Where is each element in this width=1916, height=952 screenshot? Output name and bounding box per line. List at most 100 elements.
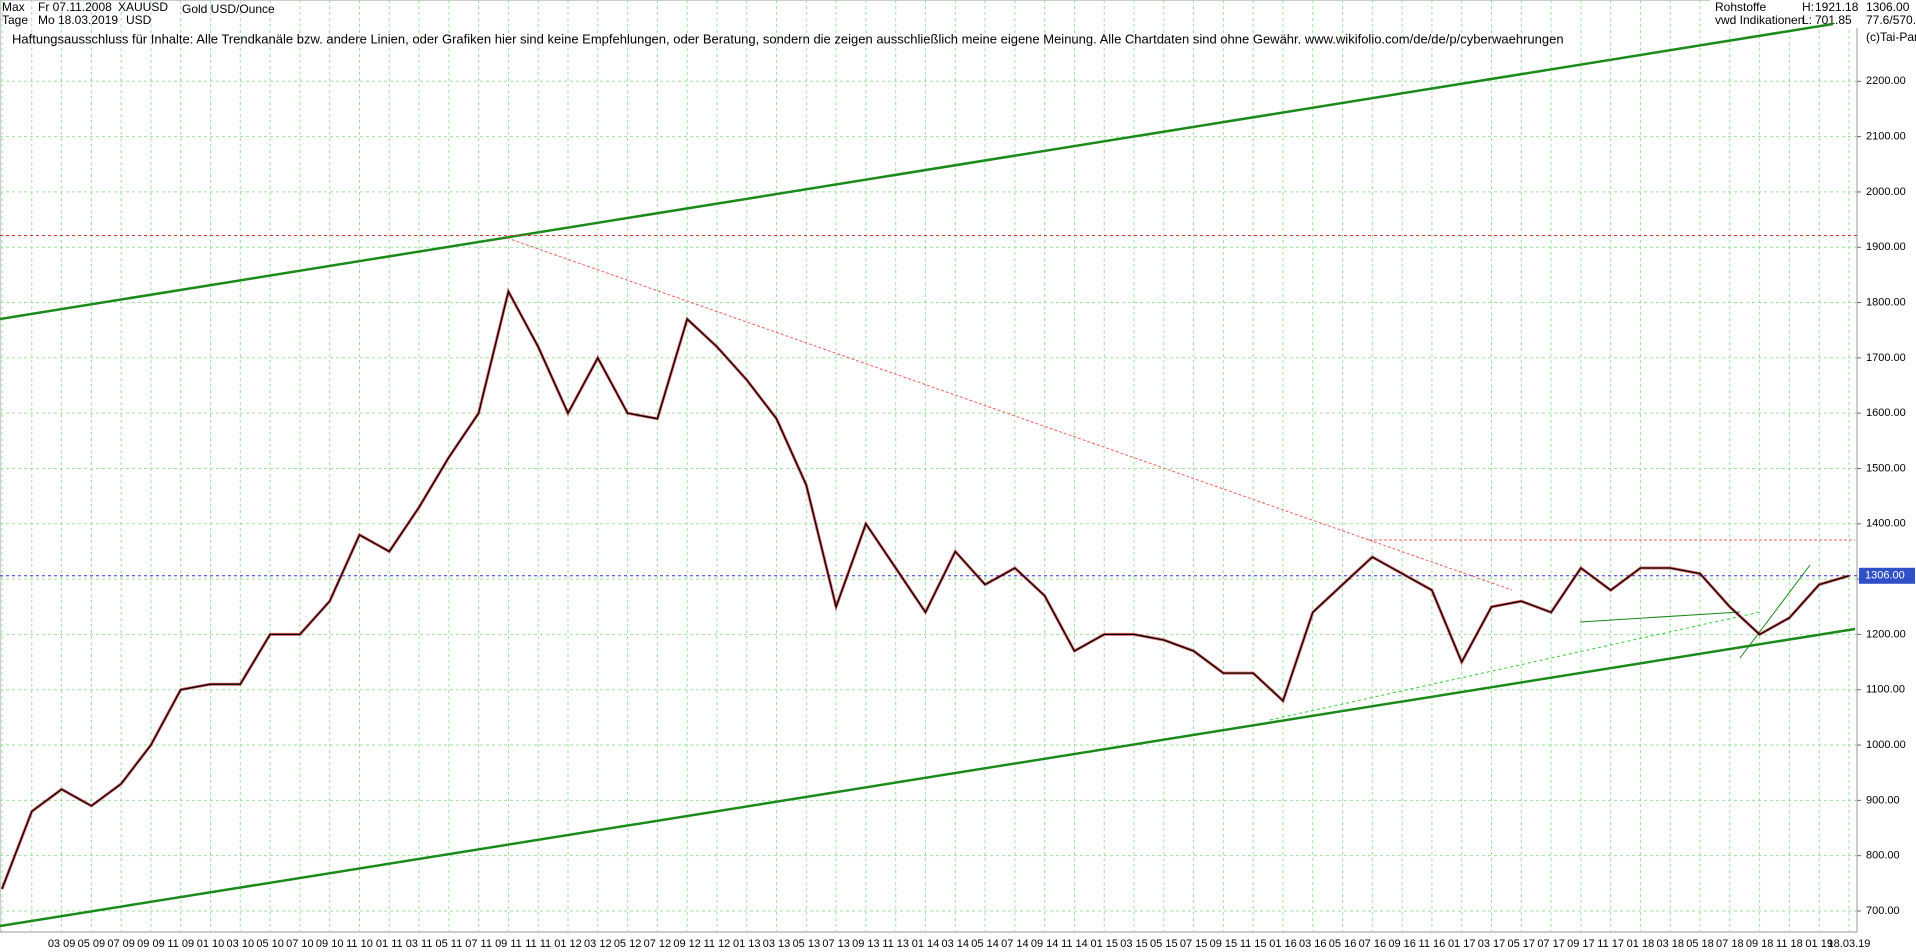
x-tick-label: 07 15 xyxy=(1180,938,1208,950)
chart-title: Gold USD/Ounce xyxy=(182,2,275,16)
x-tick-label: 11 14 xyxy=(1061,938,1088,950)
x-tick-label: 03 15 xyxy=(1120,938,1148,950)
x-tick-label: 01 10 xyxy=(197,938,225,950)
x-tick-label: 07 12 xyxy=(644,938,672,950)
x-tick-label: 09 12 xyxy=(673,938,701,950)
high-label: H: xyxy=(1802,0,1814,14)
y-tick-label: 2200.00 xyxy=(1866,75,1906,87)
x-tick-label: 11 09 xyxy=(167,938,194,950)
x-tick-label: 09 09 xyxy=(137,938,165,950)
x-tick-label: 09 14 xyxy=(1031,938,1059,950)
y-tick-label: 1200.00 xyxy=(1866,628,1906,640)
x-tick-label: 11 13 xyxy=(882,938,909,950)
x-tick-label: 07 10 xyxy=(286,938,314,950)
x-tick-label: 05 17 xyxy=(1508,938,1536,950)
x-tick-label: 07 13 xyxy=(822,938,850,950)
x-tick-label: 05 13 xyxy=(793,938,821,950)
x-tick-label: 09 13 xyxy=(852,938,880,950)
x-tick-label: 03 13 xyxy=(763,938,791,950)
y-tick-label: 700.00 xyxy=(1866,905,1900,917)
y-tick-label: 1600.00 xyxy=(1866,407,1906,419)
x-tick-label: 03 16 xyxy=(1299,938,1327,950)
market: Rohstoffe xyxy=(1715,0,1766,14)
trend-line xyxy=(506,237,1370,541)
x-tick-label: 03 09 xyxy=(48,938,76,950)
y-tick-label: 1000.00 xyxy=(1866,739,1906,751)
y-tick-label: 1500.00 xyxy=(1866,462,1906,474)
y-tick-label: 2000.00 xyxy=(1866,186,1906,198)
y-tick-label: 900.00 xyxy=(1866,794,1900,806)
x-tick-label: 05 16 xyxy=(1329,938,1357,950)
copyright: (c)Tai-Pan xyxy=(1866,30,1916,44)
x-tick-label: 05 14 xyxy=(971,938,999,950)
x-tick-label: 11 15 xyxy=(1240,938,1267,950)
x-tick-label: 09 18 xyxy=(1746,938,1774,950)
x-tick-label: 01 19 xyxy=(1805,938,1833,950)
trend-line xyxy=(1368,539,1513,591)
x-tick-label: 07 18 xyxy=(1716,938,1744,950)
x-tick-label: 11 18 xyxy=(1776,938,1803,950)
price-line xyxy=(1,289,1850,890)
trend-line xyxy=(1579,611,1741,623)
y-tick-label: 800.00 xyxy=(1866,850,1900,862)
x-tick-label: 01 12 xyxy=(554,938,582,950)
x-tick-label: 03 11 xyxy=(406,938,433,950)
x-tick-label: 11 12 xyxy=(704,938,731,950)
x-tick-label: 05 10 xyxy=(256,938,284,950)
x-tick-label: 18.03.19 xyxy=(1828,938,1871,950)
range: Max xyxy=(2,0,25,14)
end-date: Mo 18.03.2019 xyxy=(38,13,118,27)
low: 701.85 xyxy=(1815,13,1852,27)
x-tick-label: 09 15 xyxy=(1210,938,1238,950)
x-tick-label: 05 15 xyxy=(1150,938,1178,950)
x-tick-label: 01 18 xyxy=(1627,938,1655,950)
y-tick-label: 1700.00 xyxy=(1866,352,1906,364)
x-tick-label: 07 09 xyxy=(107,938,135,950)
x-tick-label: 01 16 xyxy=(1269,938,1297,950)
x-tick-label: 07 11 xyxy=(465,938,492,950)
x-tick-label: 09 17 xyxy=(1567,938,1595,950)
x-tick-label: 05 11 xyxy=(435,938,462,950)
x-tick-label: 11 17 xyxy=(1597,938,1624,950)
interval: Tage xyxy=(2,13,28,27)
x-tick-label: 09 10 xyxy=(316,938,344,950)
x-tick-label: 05 18 xyxy=(1686,938,1714,950)
x-tick-label: 03 12 xyxy=(584,938,612,950)
y-tick-label: 2100.00 xyxy=(1866,131,1906,143)
y-tick-label: 1400.00 xyxy=(1866,518,1906,530)
x-tick-label: 07 17 xyxy=(1537,938,1565,950)
source: vwd Indikationen xyxy=(1715,13,1804,27)
x-tick-label: 11 16 xyxy=(1419,938,1446,950)
x-tick-label: 05 12 xyxy=(614,938,642,950)
last-label: 1306.00 xyxy=(1865,570,1905,582)
x-tick-label: 11 10 xyxy=(346,938,373,950)
last-top: 1306.00 xyxy=(1866,0,1910,14)
x-tick-label: 05 09 xyxy=(78,938,106,950)
x-tick-label: 03 10 xyxy=(227,938,255,950)
start-date: Fr 07.11.2008 xyxy=(38,0,112,14)
x-tick-label: 11 11 xyxy=(525,938,551,950)
plot-area xyxy=(0,0,1858,933)
trend-line xyxy=(0,627,1856,928)
x-tick-label: 01 13 xyxy=(733,938,761,950)
extra: 77.6/570.6 xyxy=(1866,13,1916,27)
x-tick-label: 01 11 xyxy=(376,938,403,950)
low-label: L: xyxy=(1802,13,1812,27)
currency: USD xyxy=(126,13,152,27)
x-tick-label: 01 17 xyxy=(1448,938,1476,950)
x-tick-label: 07 16 xyxy=(1359,938,1387,950)
symbol: XAUUSD xyxy=(118,0,168,14)
x-tick-label: 03 14 xyxy=(942,938,970,950)
y-tick-label: 1800.00 xyxy=(1866,296,1906,308)
high: 1921.18 xyxy=(1815,0,1859,14)
x-tick-label: 01 15 xyxy=(1090,938,1118,950)
info-box xyxy=(1710,0,1860,28)
last-box xyxy=(1859,567,1915,584)
y-tick-label: 1100.00 xyxy=(1866,684,1905,696)
x-tick-label: 03 17 xyxy=(1478,938,1506,950)
x-tick-label: 07 14 xyxy=(1001,938,1029,950)
disclaimer: Haftungsausschluss für Inhalte: Alle Tre… xyxy=(12,31,1564,46)
trend-line xyxy=(0,22,1834,321)
trend-line xyxy=(1739,564,1811,659)
